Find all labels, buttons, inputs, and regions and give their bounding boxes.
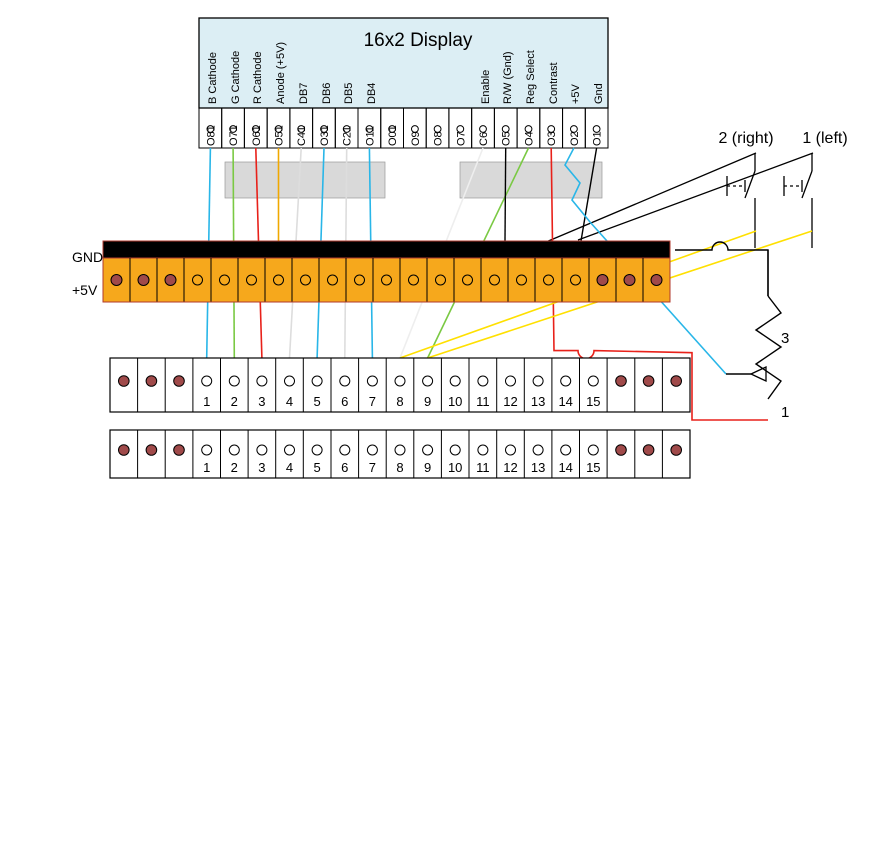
svg-text:15: 15 [586,460,600,475]
svg-text:1: 1 [203,394,210,409]
svg-text:O8: O8 [433,131,445,146]
svg-text:O81: O81 [205,125,217,146]
svg-text:4: 4 [286,394,293,409]
svg-text:G Cathode: G Cathode [230,51,242,104]
svg-text:C6: C6 [478,132,490,146]
svg-text:O5: O5 [501,131,513,146]
svg-text:1: 1 [203,460,210,475]
svg-text:O7: O7 [455,131,467,146]
svg-text:O01: O01 [387,125,399,146]
svg-text:Reg Select: Reg Select [525,50,537,104]
svg-text:O71: O71 [228,125,240,146]
svg-text:2 (right): 2 (right) [718,130,773,147]
svg-text:B Cathode: B Cathode [207,52,219,104]
svg-text:O11: O11 [364,126,376,146]
svg-text:10: 10 [448,394,462,409]
svg-text:3: 3 [258,460,265,475]
svg-text:R/W (Gnd): R/W (Gnd) [502,51,514,104]
svg-text:6: 6 [341,460,348,475]
svg-text:7: 7 [369,394,376,409]
svg-text:O3: O3 [546,131,558,146]
svg-text:O31: O31 [319,125,331,146]
svg-text:+5V: +5V [570,83,582,104]
svg-text:DB4: DB4 [366,83,378,104]
svg-text:R Cathode: R Cathode [252,51,264,104]
svg-text:7: 7 [369,460,376,475]
svg-text:+5V: +5V [72,282,98,298]
svg-text:O4: O4 [524,131,536,146]
svg-text:13: 13 [531,460,545,475]
svg-text:5: 5 [313,460,320,475]
svg-text:14: 14 [558,394,572,409]
svg-text:Anode (+5V): Anode (+5V) [275,42,287,104]
svg-text:O2: O2 [569,131,581,146]
svg-text:9: 9 [424,394,431,409]
svg-text:3: 3 [258,394,265,409]
svg-text:C21: C21 [342,126,354,146]
svg-text:Enable: Enable [480,70,492,104]
svg-text:C41: C41 [296,126,308,146]
svg-text:12: 12 [503,394,517,409]
svg-text:O51: O51 [274,125,286,146]
svg-text:4: 4 [286,460,293,475]
svg-text:12: 12 [503,460,517,475]
svg-text:DB6: DB6 [321,83,333,104]
svg-text:2: 2 [231,394,238,409]
svg-text:2: 2 [231,460,238,475]
svg-text:GND: GND [72,249,103,265]
svg-text:10: 10 [448,460,462,475]
svg-text:O1: O1 [592,131,604,146]
svg-text:11: 11 [476,394,490,409]
svg-text:8: 8 [396,460,403,475]
svg-text:3: 3 [781,330,789,347]
svg-text:DB5: DB5 [343,83,355,104]
svg-text:O9: O9 [410,131,422,146]
svg-text:15: 15 [586,394,600,409]
svg-text:16x2 Display: 16x2 Display [364,30,473,51]
svg-text:8: 8 [396,394,403,409]
svg-text:14: 14 [558,460,572,475]
svg-text:Gnd: Gnd [593,83,605,104]
svg-text:1 (left): 1 (left) [802,130,847,147]
svg-text:DB7: DB7 [298,83,310,104]
svg-text:Contrast: Contrast [548,62,560,104]
svg-text:13: 13 [531,394,545,409]
svg-text:6: 6 [341,394,348,409]
svg-text:O61: O61 [251,125,263,146]
svg-text:5: 5 [313,394,320,409]
svg-text:1: 1 [781,404,789,421]
svg-text:11: 11 [476,460,490,475]
svg-text:9: 9 [424,460,431,475]
